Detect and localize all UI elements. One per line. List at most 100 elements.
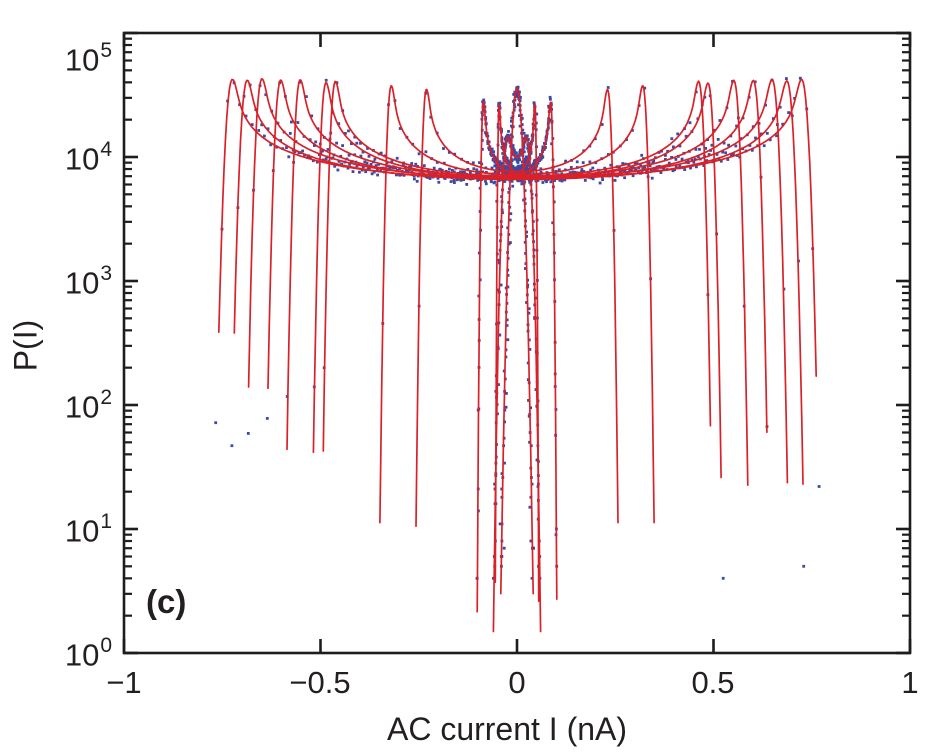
data-point xyxy=(493,171,497,174)
data-point xyxy=(727,143,730,147)
data-point xyxy=(802,564,806,568)
data-point xyxy=(532,101,536,105)
data-point xyxy=(507,130,510,133)
fit-line xyxy=(415,88,619,528)
data-point xyxy=(527,307,531,311)
data-point xyxy=(532,546,535,550)
data-point xyxy=(664,154,667,157)
data-point xyxy=(520,164,524,168)
data-point xyxy=(594,161,598,165)
data-point xyxy=(442,147,445,150)
data-point xyxy=(528,440,531,444)
data-point xyxy=(524,168,528,171)
data-point xyxy=(623,169,627,173)
data-point xyxy=(361,150,365,154)
data-point xyxy=(499,283,503,287)
data-point xyxy=(511,147,515,150)
data-points-layer xyxy=(214,76,821,580)
data-point xyxy=(395,173,398,177)
data-point xyxy=(652,159,656,163)
data-point xyxy=(739,137,743,140)
data-point xyxy=(505,318,509,322)
data-point xyxy=(527,167,531,171)
data-point xyxy=(544,146,547,149)
data-point xyxy=(634,168,638,172)
data-point xyxy=(511,144,514,148)
data-point xyxy=(785,77,788,80)
data-point xyxy=(522,198,525,202)
data-point xyxy=(503,461,506,465)
data-point xyxy=(313,144,316,147)
data-point xyxy=(455,178,459,182)
data-point xyxy=(260,123,264,127)
data-point xyxy=(494,163,498,167)
data-point xyxy=(522,137,526,140)
data-point xyxy=(339,154,343,158)
data-point xyxy=(689,166,692,170)
data-point xyxy=(301,149,304,153)
data-point xyxy=(478,161,481,164)
data-point xyxy=(293,150,297,153)
data-point xyxy=(472,167,476,171)
data-point xyxy=(526,147,530,150)
data-point xyxy=(517,156,521,160)
data-point xyxy=(333,164,337,168)
data-point xyxy=(593,137,597,141)
data-point xyxy=(582,170,586,173)
data-point xyxy=(527,159,531,163)
data-point xyxy=(631,129,634,132)
data-point xyxy=(500,162,503,166)
data-point xyxy=(311,159,315,163)
data-point xyxy=(422,164,426,167)
data-point xyxy=(484,182,488,186)
data-point xyxy=(435,161,439,164)
data-point xyxy=(516,161,520,164)
data-point xyxy=(510,179,514,183)
data-point xyxy=(497,166,500,170)
data-point xyxy=(522,145,526,149)
data-point xyxy=(643,165,647,169)
data-point xyxy=(377,162,380,166)
data-point xyxy=(506,285,510,289)
data-point xyxy=(573,170,577,174)
data-point xyxy=(465,183,469,186)
data-point xyxy=(732,152,735,156)
fit-line xyxy=(499,87,535,595)
data-point xyxy=(417,152,421,156)
data-point xyxy=(500,472,504,475)
data-point xyxy=(413,177,416,181)
data-point xyxy=(510,116,514,120)
data-point xyxy=(721,576,725,580)
data-point xyxy=(447,151,451,154)
data-point xyxy=(670,137,674,141)
data-point xyxy=(244,114,248,118)
data-point xyxy=(557,168,561,172)
data-point xyxy=(516,158,520,162)
y-tick-label: 101 xyxy=(64,510,112,549)
data-point xyxy=(696,155,700,159)
data-point xyxy=(722,141,726,145)
data-point xyxy=(710,143,714,147)
data-point xyxy=(291,148,295,152)
data-point xyxy=(475,168,479,172)
data-point xyxy=(750,148,754,152)
data-point xyxy=(505,324,509,327)
data-point xyxy=(551,221,555,225)
data-point xyxy=(753,80,757,84)
data-point xyxy=(475,172,478,176)
data-point xyxy=(357,162,361,166)
data-point xyxy=(519,179,522,183)
data-point xyxy=(798,76,802,80)
data-point xyxy=(365,161,369,165)
data-point xyxy=(269,143,273,147)
data-point xyxy=(337,122,341,125)
fit-lines-layer xyxy=(217,78,818,633)
data-point xyxy=(678,164,682,168)
data-point xyxy=(527,399,530,402)
data-point xyxy=(509,212,513,216)
data-point xyxy=(504,405,508,409)
x-tick-label: 0.5 xyxy=(691,665,735,700)
data-point xyxy=(370,172,374,176)
data-point xyxy=(437,180,441,184)
data-point xyxy=(359,141,362,145)
